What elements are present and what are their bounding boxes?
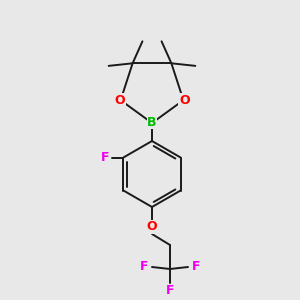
Text: B: B: [147, 116, 157, 128]
Text: F: F: [166, 284, 174, 298]
Text: F: F: [101, 151, 110, 164]
Text: O: O: [179, 94, 190, 107]
Text: F: F: [140, 260, 148, 274]
Text: F: F: [192, 260, 200, 274]
Text: O: O: [114, 94, 125, 107]
Text: O: O: [147, 220, 157, 233]
